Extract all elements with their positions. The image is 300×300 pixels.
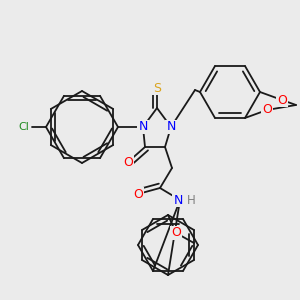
Text: Cl: Cl (19, 122, 29, 132)
Text: O: O (277, 94, 287, 106)
Text: H: H (187, 194, 195, 206)
Text: O: O (133, 188, 143, 200)
Text: O: O (123, 155, 133, 169)
Text: O: O (262, 103, 272, 116)
Text: N: N (173, 194, 183, 206)
Text: S: S (153, 82, 161, 94)
Text: N: N (138, 121, 148, 134)
Text: O: O (171, 226, 181, 239)
Text: N: N (166, 121, 176, 134)
